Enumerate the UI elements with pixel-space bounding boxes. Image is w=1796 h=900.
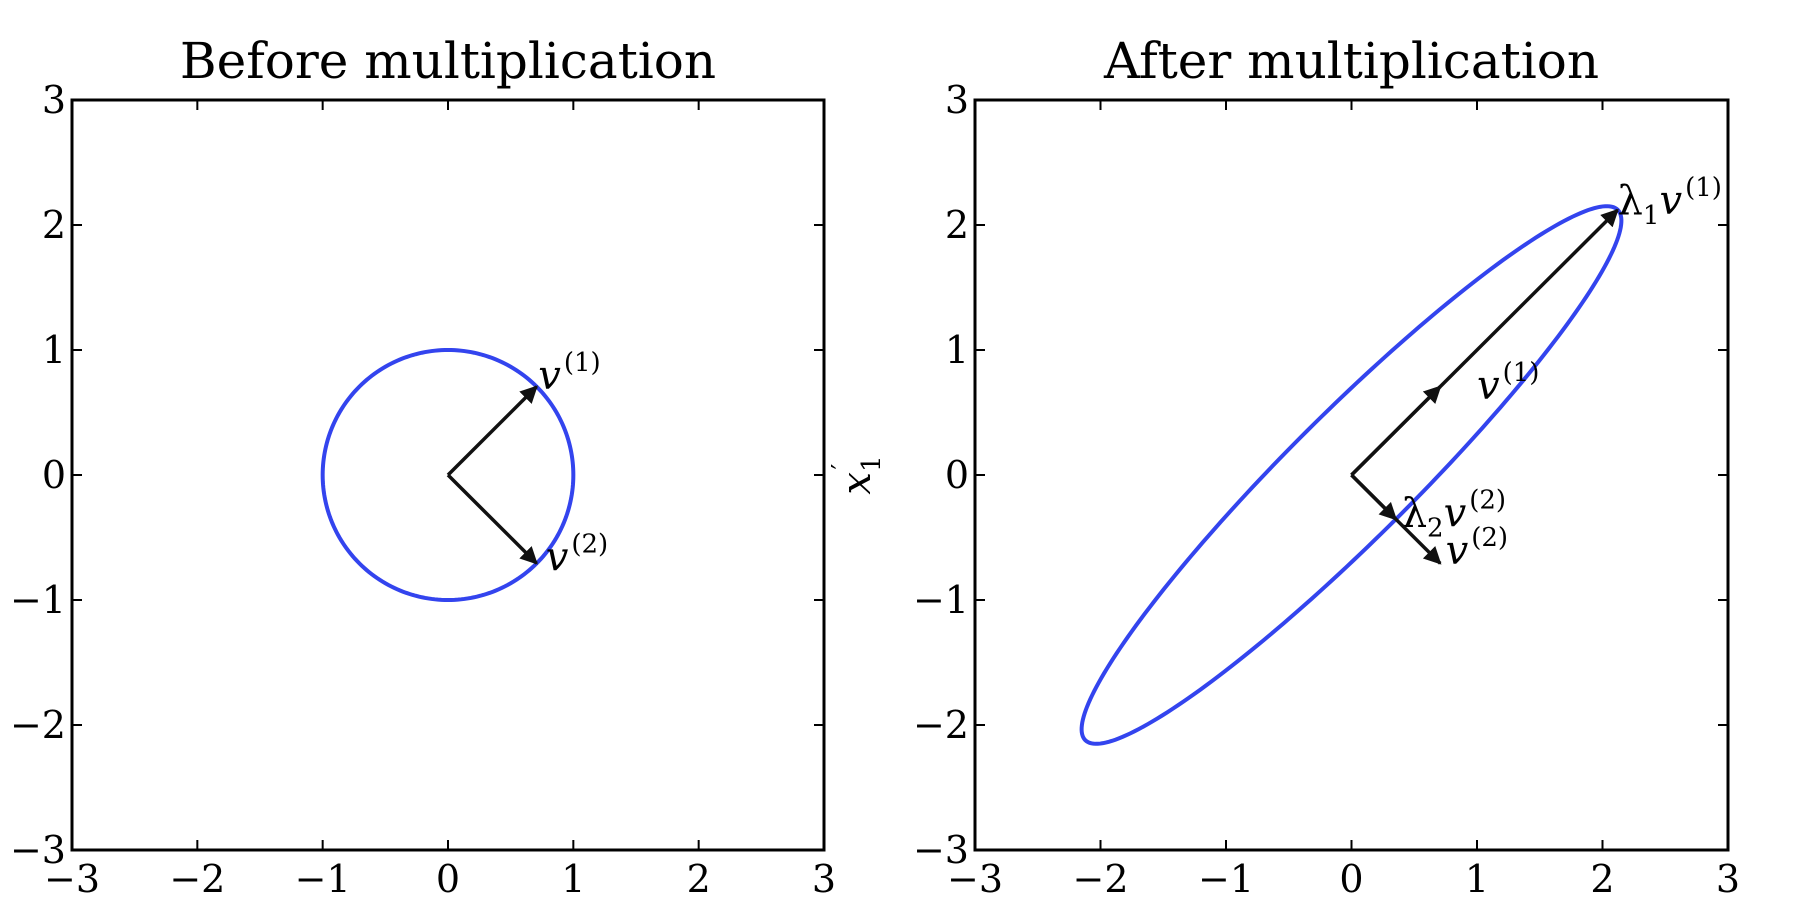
chart-title: After multiplication [1103, 32, 1599, 90]
vector-arrow [1350, 473, 1442, 565]
vector-arrow [446, 473, 538, 565]
vector-arrow [446, 385, 538, 477]
x-tick-label: 0 [436, 857, 460, 900]
x-tick-label: 1 [1465, 857, 1489, 900]
y-axis-label: x1′ [827, 455, 887, 494]
x-tick-label: 2 [687, 857, 711, 900]
x-tick-label: −2 [1072, 857, 1128, 900]
vector-arrow [1350, 385, 1442, 477]
y-tick-label: 2 [42, 203, 66, 247]
vector-label: v (1) [1477, 358, 1539, 409]
y-tick-label: −2 [10, 703, 66, 747]
chart-title: Before multiplication [180, 32, 716, 90]
y-tick-label: −1 [913, 578, 969, 622]
y-tick-label: −1 [10, 578, 66, 622]
x-tick-label: 2 [1590, 857, 1614, 900]
x-tick-label: 3 [812, 857, 836, 900]
x-tick-label: 1 [561, 857, 585, 900]
vector-label: v (2) [546, 529, 608, 580]
y-tick-label: 1 [945, 328, 969, 372]
x-tick-label: −3 [44, 857, 100, 900]
x-tick-label: −1 [295, 857, 351, 900]
x-tick-label: 3 [1716, 857, 1740, 900]
ellipse-curve [1079, 204, 1624, 746]
y-tick-label: −3 [10, 828, 66, 872]
chart-before-multiplication: Before multiplication −3 −2 −1 0 1 2 3 −3 −2 −1 0 1 2… [10, 32, 836, 900]
y-tick-label: 3 [945, 78, 969, 122]
y-tick-label: 0 [945, 453, 969, 497]
x-tick-label: −2 [169, 857, 225, 900]
y-tick-label: 3 [42, 78, 66, 122]
y-tick-label: −3 [913, 828, 969, 872]
vector-label: v (2) [1446, 523, 1508, 574]
chart-after-multiplication: After multiplication −3 −2 −1 0 1 2 3 −3 −2 −1 0 1 2 3… [827, 32, 1740, 900]
vector-label: λ2v (2) [1402, 486, 1506, 544]
vector-label: λ1v (1) [1618, 173, 1722, 231]
y-tick-label: 1 [42, 328, 66, 372]
x-tick-label: −1 [1198, 857, 1254, 900]
x-tick-label: −3 [947, 857, 1003, 900]
y-tick-label: 2 [945, 203, 969, 247]
ellipse-curve [320, 347, 576, 603]
y-tick-label: −2 [913, 703, 969, 747]
x-tick-label: 0 [1339, 857, 1363, 900]
vector-label: v (1) [538, 348, 600, 399]
y-tick-label: 0 [42, 453, 66, 497]
